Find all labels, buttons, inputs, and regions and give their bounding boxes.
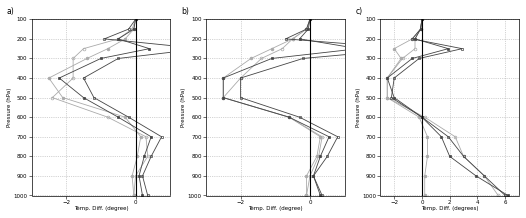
Text: a): a) <box>6 7 14 16</box>
X-axis label: Temp. Diff. (degree): Temp. Diff. (degree) <box>74 206 128 211</box>
Text: b): b) <box>181 7 189 16</box>
Text: c): c) <box>356 7 362 16</box>
X-axis label: Temp. Diff. (degrees): Temp. Diff. (degrees) <box>421 206 479 211</box>
Y-axis label: Pressure (hPa): Pressure (hPa) <box>356 88 361 127</box>
Y-axis label: Pressure (hPa): Pressure (hPa) <box>7 88 12 127</box>
X-axis label: Temp. Diff. (degree): Temp. Diff. (degree) <box>248 206 302 211</box>
Y-axis label: Pressure (hPa): Pressure (hPa) <box>181 88 186 127</box>
